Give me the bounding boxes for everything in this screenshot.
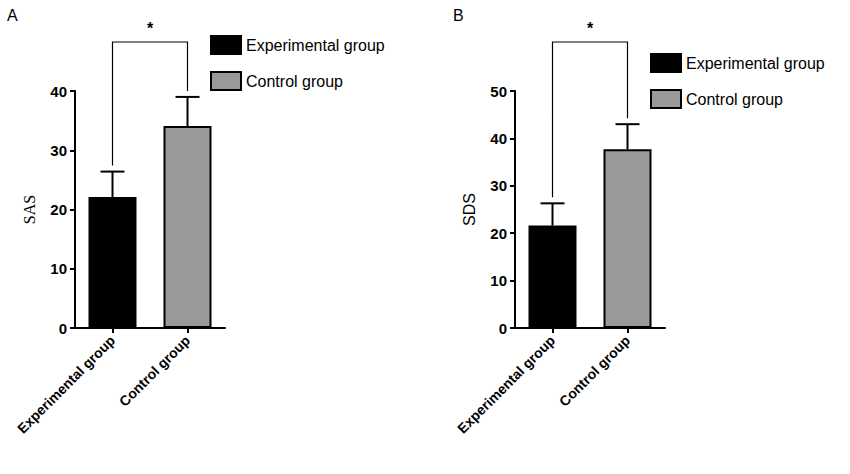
svg-text:Control group: Control group <box>246 73 343 90</box>
svg-text:Experimental group: Experimental group <box>454 332 558 436</box>
svg-text:50: 50 <box>490 83 507 100</box>
svg-text:Experimental group: Experimental group <box>246 37 385 54</box>
svg-text:10: 10 <box>50 260 67 277</box>
svg-text:40: 40 <box>50 83 67 100</box>
svg-text:10: 10 <box>490 272 507 289</box>
svg-text:SDS: SDS <box>461 193 478 226</box>
svg-text:30: 30 <box>50 142 67 159</box>
svg-text:B: B <box>453 7 464 24</box>
svg-text:Control group: Control group <box>556 332 633 409</box>
svg-text:Experimental group: Experimental group <box>686 55 825 72</box>
svg-text:Experimental group: Experimental group <box>14 332 118 436</box>
svg-text:20: 20 <box>50 201 67 218</box>
svg-text:SAS: SAS <box>21 195 38 224</box>
svg-text:Control group: Control group <box>116 332 193 409</box>
svg-text:20: 20 <box>490 225 507 242</box>
svg-text:*: * <box>587 20 594 37</box>
svg-text:0: 0 <box>499 320 507 337</box>
svg-text:40: 40 <box>490 130 507 147</box>
svg-text:0: 0 <box>59 320 67 337</box>
svg-text:30: 30 <box>490 177 507 194</box>
svg-text:Control group: Control group <box>686 91 783 108</box>
svg-text:A: A <box>7 7 18 24</box>
svg-text:*: * <box>147 20 154 37</box>
